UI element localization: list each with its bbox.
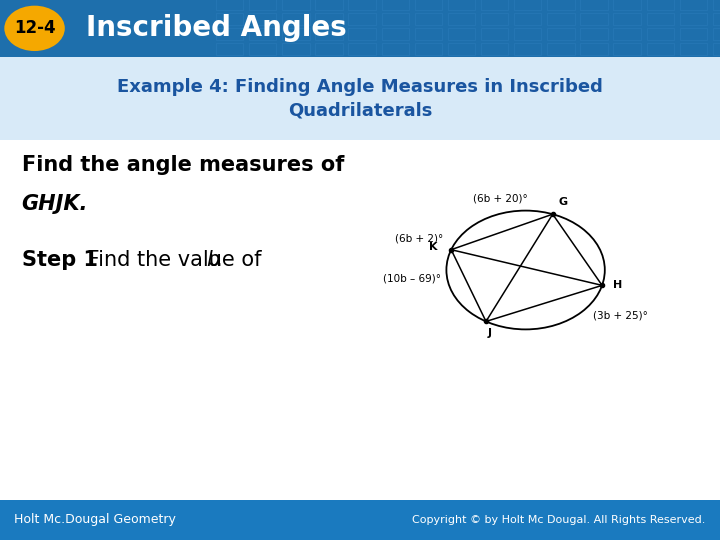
Circle shape xyxy=(4,6,65,51)
Bar xyxy=(514,28,541,40)
Text: (10b – 69)°: (10b – 69)° xyxy=(383,273,441,283)
Bar xyxy=(547,0,575,10)
Bar xyxy=(415,28,442,40)
Bar xyxy=(481,13,508,25)
Bar xyxy=(216,0,243,10)
Bar xyxy=(249,28,276,40)
Bar xyxy=(282,0,310,10)
Bar xyxy=(415,43,442,55)
Bar xyxy=(680,0,707,10)
Bar xyxy=(580,0,608,10)
Bar xyxy=(415,0,442,10)
Bar xyxy=(448,43,475,55)
Text: H: H xyxy=(613,280,623,291)
Bar xyxy=(580,13,608,25)
Bar xyxy=(613,13,641,25)
Text: (6b + 2)°: (6b + 2)° xyxy=(395,234,444,244)
Bar xyxy=(282,43,310,55)
Bar xyxy=(448,28,475,40)
Bar xyxy=(514,43,541,55)
Bar xyxy=(348,43,376,55)
Bar xyxy=(216,43,243,55)
Text: (3b + 25)°: (3b + 25)° xyxy=(593,311,648,321)
Bar xyxy=(315,0,343,10)
Bar xyxy=(448,13,475,25)
Text: b: b xyxy=(207,250,220,271)
Bar xyxy=(0,0,720,57)
Bar xyxy=(713,43,720,55)
Bar xyxy=(216,13,243,25)
Bar xyxy=(713,28,720,40)
Bar xyxy=(647,13,674,25)
Bar xyxy=(481,28,508,40)
Bar xyxy=(613,43,641,55)
Bar xyxy=(647,28,674,40)
Bar xyxy=(249,0,276,10)
Bar xyxy=(613,0,641,10)
Bar xyxy=(415,13,442,25)
Text: Example 4: Finding Angle Measures in Inscribed
Quadrilaterals: Example 4: Finding Angle Measures in Ins… xyxy=(117,78,603,119)
Bar xyxy=(580,43,608,55)
Text: (6b + 20)°: (6b + 20)° xyxy=(473,194,528,204)
Text: 12-4: 12-4 xyxy=(14,19,55,37)
Bar xyxy=(713,13,720,25)
Bar xyxy=(382,0,409,10)
Bar xyxy=(680,28,707,40)
Text: K: K xyxy=(429,242,438,252)
Circle shape xyxy=(446,211,605,329)
Bar xyxy=(547,28,575,40)
Bar xyxy=(547,43,575,55)
Bar xyxy=(613,28,641,40)
Bar xyxy=(514,13,541,25)
Bar xyxy=(713,0,720,10)
Bar xyxy=(0,140,720,500)
Bar xyxy=(547,13,575,25)
Bar xyxy=(382,43,409,55)
Bar xyxy=(680,43,707,55)
Text: GHJK.: GHJK. xyxy=(22,193,88,214)
Bar xyxy=(514,0,541,10)
Text: Find the angle measures of: Find the angle measures of xyxy=(22,154,344,175)
Bar xyxy=(315,13,343,25)
Bar xyxy=(481,43,508,55)
Bar xyxy=(448,0,475,10)
Bar xyxy=(580,28,608,40)
Bar xyxy=(647,0,674,10)
Bar xyxy=(249,43,276,55)
Bar xyxy=(282,28,310,40)
Bar xyxy=(481,0,508,10)
Text: Copyright © by Holt Mc Dougal. All Rights Reserved.: Copyright © by Holt Mc Dougal. All Right… xyxy=(413,515,706,525)
Bar xyxy=(348,0,376,10)
Bar xyxy=(382,28,409,40)
Text: Holt Mc.Dougal Geometry: Holt Mc.Dougal Geometry xyxy=(14,513,176,526)
Text: .: . xyxy=(215,250,222,271)
Bar xyxy=(216,28,243,40)
Bar xyxy=(0,500,720,540)
Bar xyxy=(0,57,720,140)
Bar xyxy=(680,13,707,25)
Text: J: J xyxy=(487,328,492,339)
Bar xyxy=(282,13,310,25)
Text: Step 1: Step 1 xyxy=(22,250,98,271)
Bar xyxy=(315,43,343,55)
Text: G: G xyxy=(559,197,568,207)
Bar xyxy=(647,43,674,55)
Text: Inscribed Angles: Inscribed Angles xyxy=(86,15,347,42)
Text: Find the value of: Find the value of xyxy=(81,250,268,271)
Bar xyxy=(315,28,343,40)
Bar xyxy=(382,13,409,25)
Bar xyxy=(348,28,376,40)
Bar xyxy=(249,13,276,25)
Bar xyxy=(348,13,376,25)
